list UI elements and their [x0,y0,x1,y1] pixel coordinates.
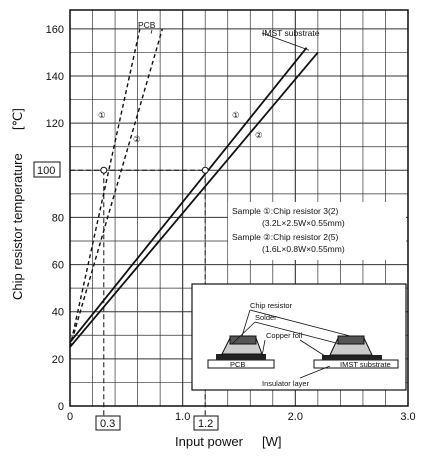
y-tick-label: 40 [52,307,64,319]
x-tick-label: 2.0 [288,411,303,423]
inset-pcb-label: PCB [230,360,245,369]
ref-y-label: 100 [37,165,55,177]
sample2-line2: (1.6L×0.8W×0.55mm) [262,244,345,254]
x-tick-label: 3.0 [400,411,415,423]
sample-notes-bg [228,202,406,260]
inset-insulator-label: Insulator layer [262,379,310,388]
y-tick-label: 120 [46,118,64,130]
y-tick-label: 0 [58,401,64,413]
x-tick-label: 0 [67,411,73,423]
inset-solder-label: Solder [255,313,277,322]
series-line-3 [69,51,319,348]
y-axis-unit: [℃] [10,108,25,130]
series-line-0 [69,28,141,348]
pcb-leader [150,29,153,34]
y-tick-label: 140 [46,71,64,83]
inset-copper-label: Copper foil [266,331,303,340]
x-tick-label: 1.0 [175,411,190,423]
ref-point-1 [100,166,108,174]
pcb-marker-2: ② [133,134,141,144]
imst-label: IMST substrate [262,28,320,38]
ref-point-2 [201,166,209,174]
y-axis-label: Chip resistor temperature [10,153,25,300]
x-axis-label: Input power [175,434,244,449]
series-line-2 [69,47,308,343]
sample1-line1: Sample ①:Chip resistor 3(2) [232,206,339,216]
y-tick-labels: 0 20 40 60 80 120 140 160 [46,24,64,413]
plot-frame [69,9,409,407]
pcb-marker-1: ① [98,110,106,120]
ref-x1-box [95,415,121,431]
series-line-1 [69,28,164,348]
inset-imst-label: IMST substrate [340,360,391,369]
y-tick-label: 60 [52,260,64,272]
x-axis-unit: [W] [262,434,282,449]
ref-x2-label: 1.2 [198,418,213,430]
inset-imst-chip [337,335,365,345]
inset-chip-label: Chip resistor [250,301,293,310]
y-tick-label: 80 [52,212,64,224]
y-tick-label: 160 [46,24,64,36]
y-tick-label: 20 [52,354,64,366]
x-tick-labels: 0 1.0 2.0 3.0 [67,411,416,423]
sample1-line2: (3.2L×2.5W×0.55mm) [262,218,345,228]
inset-diagram: PCB IMST substrate Chip resistor Solder … [191,283,407,391]
sample2-line1: Sample ②:Chip resistor 2(5) [232,232,339,242]
imst-marker-1: ① [232,110,240,120]
ref-x2-box [193,415,219,431]
axes [69,9,409,407]
ref-x1-label: 0.3 [100,418,115,430]
pcb-label: PCB [138,20,156,30]
inset-imst-copper [322,355,382,360]
imst-leader [261,32,309,51]
inset-pcb-copper [216,354,266,360]
inset-pcb-chip [229,335,257,345]
ref-y-box [33,161,61,178]
series-lines [69,28,319,348]
imst-marker-2: ② [255,130,263,140]
